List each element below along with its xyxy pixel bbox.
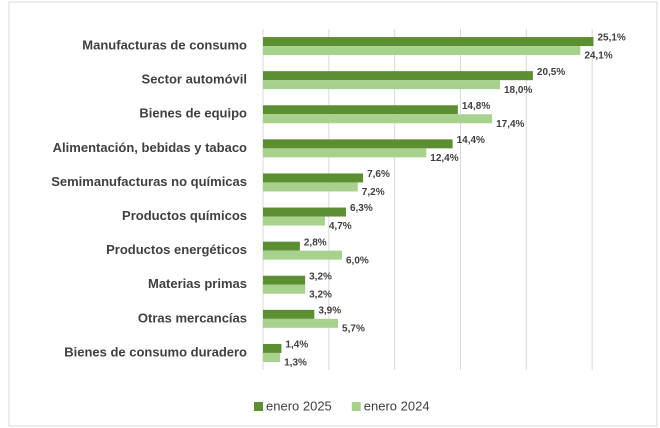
bar [263,80,500,90]
category-label: Bienes de equipo [139,106,247,121]
bar [263,37,594,47]
value-label: 4,7% [329,221,352,232]
category-label: Productos químicos [122,208,247,223]
value-label: 14,4% [457,135,485,146]
bar [263,182,358,192]
category-label: Alimentación, bebidas y tabaco [53,140,247,155]
bar [263,216,325,226]
bar [263,173,364,183]
category-label: Semimanufacturas no químicas [51,174,247,189]
value-label: 24,1% [584,51,612,62]
value-label: 1,3% [284,358,307,369]
bar [263,46,581,56]
bar [263,275,306,285]
category-label: Productos energéticos [106,242,247,257]
bar [263,114,493,124]
value-label: 6,3% [350,203,373,214]
value-label: 7,2% [362,187,385,198]
legend-label: enero 2024 [364,398,430,413]
bar [263,309,315,319]
category-label: Otras mercancías [138,310,247,325]
category-label: Bienes de consumo duradero [64,344,247,359]
value-label: 25,1% [597,33,625,44]
value-label: 1,4% [285,340,308,351]
bar [263,241,300,251]
value-label: 20,5% [537,67,565,78]
value-label: 14,8% [462,101,490,112]
value-label: 17,4% [496,119,524,130]
category-label: Materias primas [148,276,247,291]
bar [263,343,282,353]
bar [263,105,458,115]
bar [263,250,342,260]
value-label: 3,2% [309,289,332,300]
bar [263,318,339,328]
chart-frame [8,1,658,427]
value-label: 5,7% [342,323,365,334]
value-label: 12,4% [430,153,458,164]
bar [263,148,427,158]
bar [263,352,281,362]
legend-label: enero 2025 [266,398,332,413]
legend-swatch [351,402,361,411]
value-label: 2,8% [304,237,327,248]
category-label: Sector automóvil [142,72,247,87]
bar [263,207,346,217]
value-label: 18,0% [504,85,532,96]
category-label: Manufacturas de consumo [82,37,247,52]
bar [263,71,533,81]
value-label: 7,6% [367,169,390,180]
value-label: 3,9% [318,305,341,316]
bar [263,139,453,149]
value-label: 3,2% [309,271,332,282]
value-label: 6,0% [346,255,369,266]
bar [263,284,306,294]
legend-swatch [254,402,263,411]
